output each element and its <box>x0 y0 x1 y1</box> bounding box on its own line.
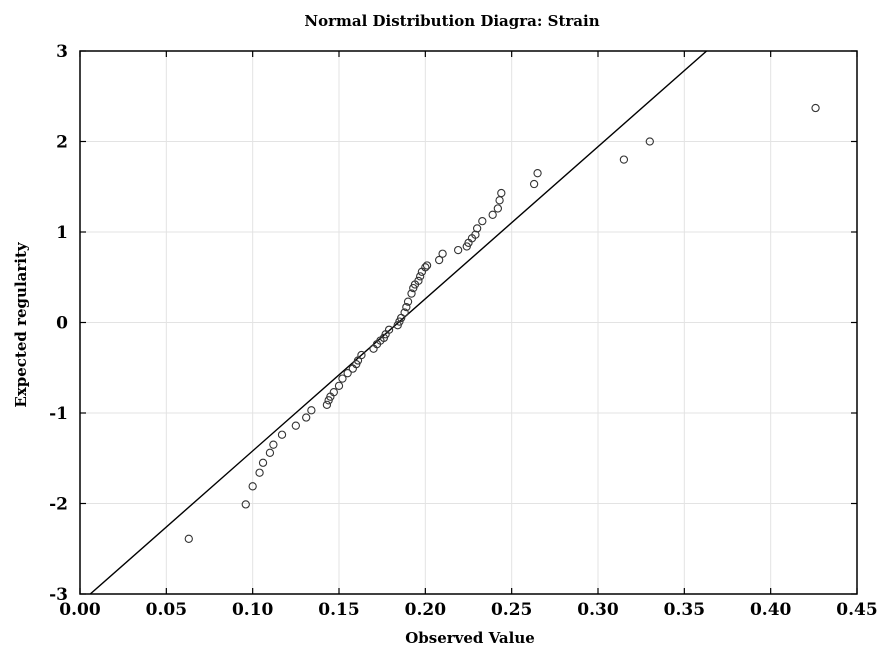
data-point <box>811 103 820 113</box>
data-point <box>291 421 300 430</box>
reference-line-group <box>89 51 708 594</box>
data-point <box>343 369 352 378</box>
data-point <box>529 179 539 189</box>
data-point <box>453 245 463 255</box>
data-point <box>488 210 497 219</box>
data-point <box>416 272 425 281</box>
grid-lines <box>79 50 858 595</box>
data-point <box>497 188 506 198</box>
data-point <box>421 263 430 272</box>
data-point <box>533 169 542 178</box>
data-point <box>478 216 487 226</box>
data-point <box>307 406 316 415</box>
y-axis-label: Expected regularity <box>12 241 30 408</box>
data-point <box>269 440 278 449</box>
data-point <box>329 388 338 397</box>
data-point <box>493 204 503 213</box>
data-point <box>402 302 411 312</box>
data-point <box>422 261 432 270</box>
data-point <box>495 196 504 205</box>
x-tick-label: 0.25 <box>491 600 532 620</box>
x-axis-ticks: 0.00 0.05 0.10 0.15 0.20 0.25 0.30 0.35 0.40 0.45 <box>59 51 878 620</box>
data-point <box>438 249 447 258</box>
x-tick-label: 0.15 <box>318 600 359 620</box>
data-point <box>241 500 250 509</box>
data-point <box>400 308 409 317</box>
y-tick-label: 1 <box>56 223 68 243</box>
data-point <box>265 448 275 457</box>
x-tick-label: 0.10 <box>232 600 274 620</box>
data-point <box>619 155 629 164</box>
y-axis-ticks: 3 2 1 0 -1 -2 -3 <box>49 42 857 605</box>
y-tick-label: -1 <box>49 404 68 424</box>
y-tick-label: -2 <box>49 495 68 515</box>
data-points <box>184 103 820 543</box>
x-tick-label: 0.05 <box>146 600 187 620</box>
x-tick-label: 0.20 <box>405 600 447 620</box>
data-point <box>302 413 311 422</box>
data-point <box>258 458 268 467</box>
data-point <box>434 255 444 265</box>
data-point <box>357 350 366 360</box>
data-point <box>472 224 482 233</box>
x-tick-label: 0.30 <box>577 600 619 620</box>
x-tick-label: 0.00 <box>59 600 101 620</box>
chart-title: Normal Distribution Diagra: Strain <box>304 12 599 30</box>
y-tick-label: 0 <box>56 314 68 334</box>
data-point <box>403 297 413 306</box>
data-point <box>322 400 332 410</box>
data-point <box>334 381 344 390</box>
y-tick-label: 2 <box>56 133 68 153</box>
data-point <box>277 430 287 439</box>
data-point <box>255 468 264 477</box>
data-point <box>184 534 193 543</box>
data-point <box>248 482 257 491</box>
data-point <box>645 137 654 146</box>
data-point <box>407 289 416 298</box>
y-tick-label: 3 <box>56 42 68 62</box>
data-point <box>384 325 394 334</box>
data-point <box>338 374 347 383</box>
reference-line <box>89 51 708 594</box>
x-tick-label: 0.45 <box>836 600 877 620</box>
x-tick-label: 0.40 <box>750 600 792 620</box>
x-tick-label: 0.35 <box>664 600 705 620</box>
data-point <box>414 276 423 286</box>
y-tick-label: -3 <box>49 585 68 605</box>
x-axis-label: Observed Value <box>405 629 535 647</box>
